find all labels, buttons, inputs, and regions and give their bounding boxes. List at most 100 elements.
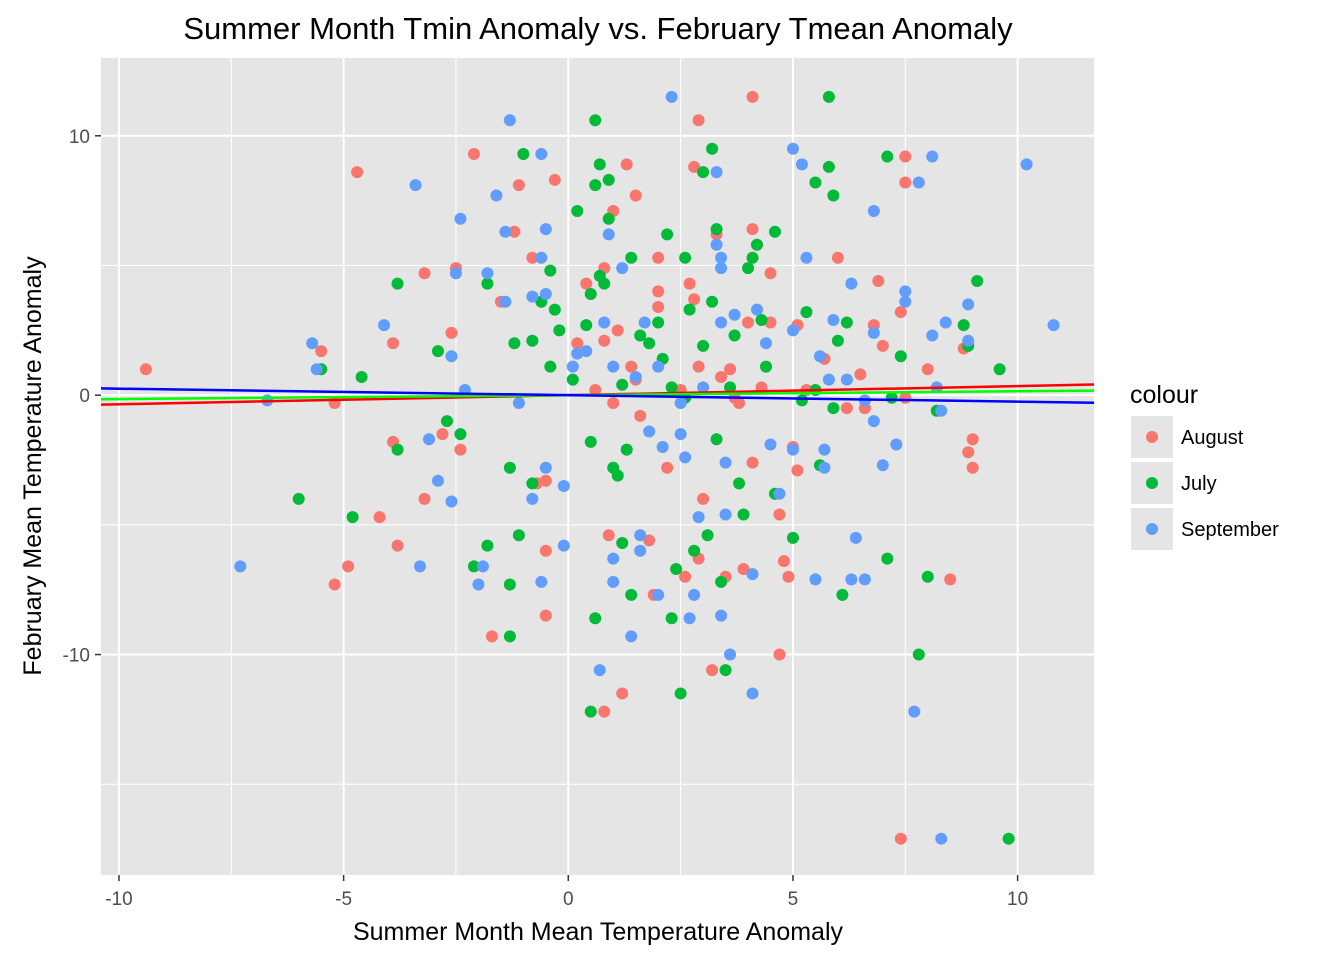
data-point — [503, 630, 516, 643]
data-point — [854, 368, 867, 381]
data-point — [688, 544, 701, 557]
data-point — [499, 225, 512, 238]
data-point — [845, 573, 858, 586]
data-point — [813, 350, 826, 363]
chart-title: Summer Month Tmin Anomaly vs. February T… — [183, 11, 1013, 46]
data-point — [881, 150, 894, 163]
data-point — [890, 438, 903, 451]
x-tick-label: 10 — [1007, 889, 1028, 910]
data-point — [620, 158, 633, 171]
data-point — [467, 147, 480, 160]
data-point — [786, 531, 799, 544]
data-point — [899, 176, 912, 189]
data-point — [602, 212, 615, 225]
data-point — [512, 179, 525, 192]
data-point — [454, 212, 467, 225]
data-point — [993, 363, 1006, 376]
legend: colour August July September — [1129, 381, 1279, 552]
data-point — [485, 630, 498, 643]
data-point — [786, 142, 799, 155]
data-point — [391, 443, 404, 456]
data-point — [611, 469, 624, 482]
data-point — [822, 90, 835, 103]
data-point — [921, 363, 934, 376]
data-point — [440, 415, 453, 428]
data-point — [292, 492, 305, 505]
data-point — [643, 337, 656, 350]
data-point — [786, 443, 799, 456]
data-point — [679, 451, 692, 464]
data-point — [234, 560, 247, 573]
data-point — [715, 251, 728, 264]
data-point — [894, 832, 907, 845]
data-point — [692, 511, 705, 524]
data-point — [899, 285, 912, 298]
x-tick-label: 0 — [563, 889, 574, 910]
data-point — [777, 555, 790, 568]
data-point — [840, 402, 853, 415]
series-september-points — [234, 90, 1060, 845]
data-point — [840, 373, 853, 386]
data-point — [445, 350, 458, 363]
data-point — [629, 371, 642, 384]
data-point — [503, 578, 516, 591]
data-point — [539, 544, 552, 557]
data-point — [715, 316, 728, 329]
data-point — [571, 205, 584, 218]
data-point — [688, 588, 701, 601]
data-point — [670, 562, 683, 575]
data-point — [652, 360, 665, 373]
data-point — [719, 664, 732, 677]
data-point — [966, 461, 979, 474]
data-point — [786, 324, 799, 337]
data-point — [571, 337, 584, 350]
data-point — [665, 381, 678, 394]
data-point — [692, 114, 705, 127]
data-point — [719, 508, 732, 521]
data-point — [355, 371, 368, 384]
data-point — [688, 293, 701, 306]
data-point — [436, 428, 449, 441]
data-point — [652, 251, 665, 264]
data-point — [697, 381, 710, 394]
data-point — [737, 508, 750, 521]
data-point — [580, 277, 593, 290]
data-point — [607, 360, 620, 373]
fit-line-september — [100, 387, 1095, 405]
data-point — [544, 360, 557, 373]
data-point — [584, 705, 597, 718]
data-point — [1002, 832, 1015, 845]
data-point — [706, 295, 719, 308]
data-point — [728, 329, 741, 342]
data-point — [602, 228, 615, 241]
data-point — [764, 267, 777, 280]
data-point — [387, 337, 400, 350]
data-point — [966, 433, 979, 446]
data-point — [665, 90, 678, 103]
data-point — [1020, 158, 1033, 171]
data-point — [566, 373, 579, 386]
data-point — [746, 687, 759, 700]
data-point — [602, 173, 615, 186]
data-point — [746, 456, 759, 469]
data-point — [733, 477, 746, 490]
data-point — [625, 251, 638, 264]
data-point — [773, 648, 786, 661]
data-point — [467, 560, 480, 573]
data-point — [728, 308, 741, 321]
data-point — [346, 511, 359, 524]
plot-panel — [101, 58, 1094, 875]
data-point — [503, 461, 516, 474]
data-point — [616, 687, 629, 700]
data-point — [306, 337, 319, 350]
data-point — [526, 334, 539, 347]
data-point — [584, 288, 597, 301]
data-point — [679, 251, 692, 264]
data-point — [706, 142, 719, 155]
data-point — [768, 225, 781, 238]
data-point — [809, 573, 822, 586]
data-point — [548, 303, 561, 316]
data-point — [629, 189, 642, 202]
data-point — [894, 350, 907, 363]
data-point — [724, 381, 737, 394]
